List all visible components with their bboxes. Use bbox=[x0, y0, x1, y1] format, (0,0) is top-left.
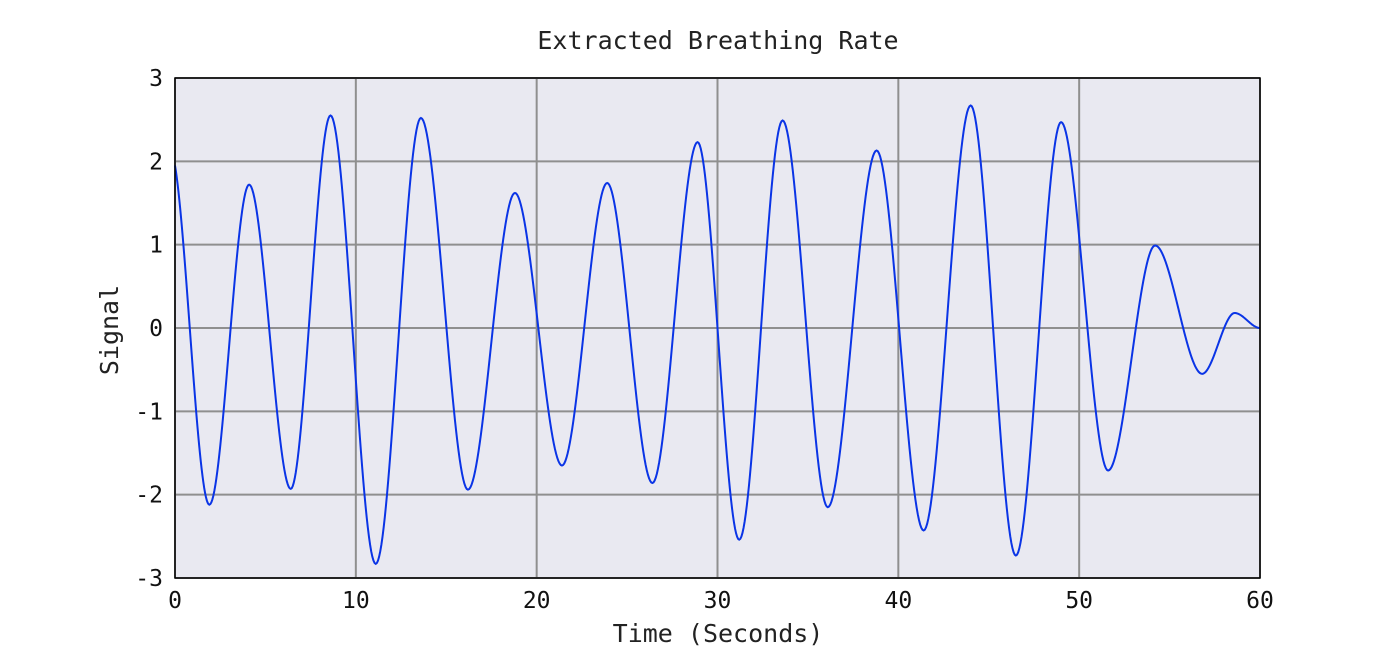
chart-title: Extracted Breathing Rate bbox=[537, 26, 898, 55]
x-tick-label: 50 bbox=[1065, 588, 1093, 614]
y-axis-ticks: 3 2 1 0 -1 -2 -3 bbox=[135, 66, 163, 592]
y-axis-label: Signal bbox=[95, 285, 124, 375]
y-tick-label: -3 bbox=[135, 566, 163, 592]
y-tick-label: 2 bbox=[149, 149, 163, 175]
y-tick-label: 1 bbox=[149, 233, 163, 259]
plot-area bbox=[174, 77, 1261, 579]
x-tick-label: 0 bbox=[168, 588, 182, 614]
x-tick-label: 40 bbox=[884, 588, 912, 614]
x-tick-label: 30 bbox=[704, 588, 732, 614]
x-axis-ticks: 0 10 20 30 40 50 60 bbox=[168, 588, 1274, 614]
y-tick-label: -1 bbox=[135, 399, 163, 425]
x-tick-label: 20 bbox=[523, 588, 551, 614]
y-tick-label: -2 bbox=[135, 483, 163, 509]
signal-line bbox=[174, 104, 1261, 566]
x-axis-label: Time (Seconds) bbox=[613, 619, 824, 648]
y-tick-label: 0 bbox=[149, 316, 163, 342]
x-tick-label: 10 bbox=[342, 588, 370, 614]
plot-frame bbox=[174, 77, 1261, 579]
y-tick-label: 3 bbox=[149, 66, 163, 92]
x-tick-label: 60 bbox=[1246, 588, 1274, 614]
